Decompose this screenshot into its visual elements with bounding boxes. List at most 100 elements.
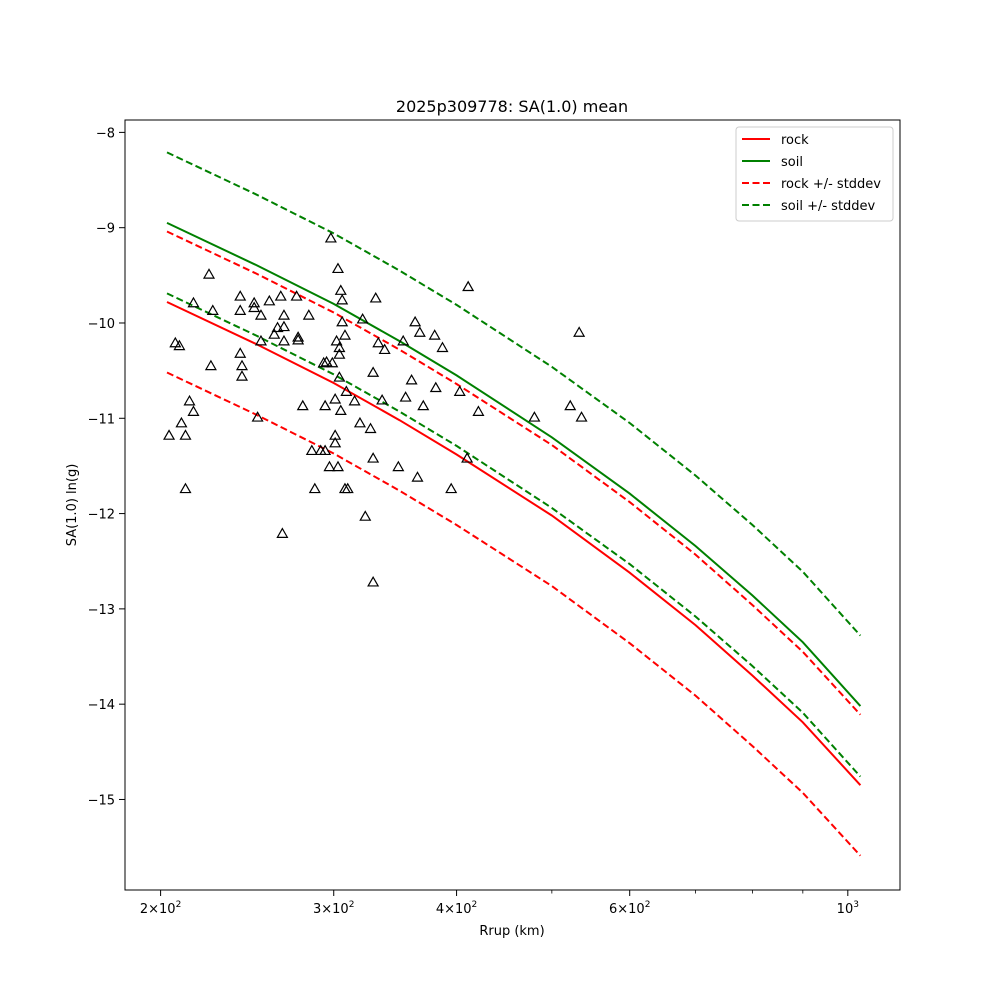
y-tick-label: −8 [96, 126, 115, 141]
data-point [317, 356, 330, 368]
legend-box [735, 126, 894, 222]
data-point [462, 280, 475, 292]
data-point [202, 268, 216, 279]
data-point [305, 444, 318, 456]
y-tick-label: −9 [96, 222, 115, 237]
data-point [324, 231, 337, 243]
data-point [364, 422, 377, 434]
data-point [173, 339, 186, 351]
data-point [204, 359, 217, 371]
data-point [331, 460, 345, 472]
data-point [392, 460, 405, 472]
data-point [326, 356, 339, 368]
data-point [336, 293, 349, 305]
y-tick-label: −13 [88, 603, 115, 618]
data-point [359, 510, 372, 521]
y-tick-label: −14 [88, 698, 115, 713]
legend-label: rock [781, 133, 809, 148]
data-point [234, 290, 247, 301]
data-point [334, 284, 347, 295]
data-point [341, 482, 354, 494]
data-point [248, 301, 261, 313]
axes-border [124, 119, 901, 891]
data-point [302, 309, 315, 320]
data-point [187, 405, 200, 416]
data-point [292, 333, 305, 345]
x-tick-label: 3×102 [313, 900, 354, 917]
data-point [429, 381, 442, 393]
x-tick-label: 103 [837, 900, 859, 917]
data-point [356, 312, 369, 324]
data-point [187, 296, 200, 308]
data-point [234, 347, 247, 358]
data-point [271, 321, 284, 333]
data-point [340, 385, 353, 396]
data-point [528, 411, 541, 422]
data-point [378, 343, 391, 355]
data-point [268, 328, 281, 339]
series-line-rock-stddev [166, 230, 862, 716]
data-point [235, 370, 249, 381]
data-point [235, 359, 249, 371]
legend-label: soil [781, 155, 803, 170]
data-point [338, 329, 352, 340]
data-point [367, 366, 380, 377]
data-point [417, 399, 430, 411]
x-tick-label: 6×102 [609, 900, 650, 917]
legend: rock soil rock +/- stddev soil +/- stddev [735, 126, 894, 222]
data-point [329, 436, 342, 448]
data-point [333, 348, 346, 359]
y-axis-label: SA(1.0) ln(g) [65, 464, 80, 547]
data-point [274, 290, 287, 301]
data-point [472, 405, 485, 416]
y-tick-label: −11 [88, 412, 115, 427]
data-point [367, 575, 380, 587]
series-line-soil [166, 221, 862, 707]
data-point [333, 341, 346, 353]
series-line-soil-stddev [166, 151, 862, 637]
data-point [334, 404, 347, 416]
data-point [175, 416, 188, 428]
data-point [353, 416, 366, 428]
data-point [376, 393, 389, 405]
data-point [179, 429, 192, 440]
data-point [251, 411, 264, 422]
data-point [436, 341, 449, 353]
data-point [367, 452, 380, 463]
data-point [277, 334, 291, 346]
x-tick-label: 2×102 [140, 900, 181, 917]
data-point [263, 294, 276, 306]
axes-frame [124, 119, 901, 891]
data-point [179, 482, 192, 494]
data-point [254, 334, 268, 346]
data-point [405, 373, 418, 385]
data-point [292, 331, 305, 342]
data-point [234, 304, 247, 315]
data-point [372, 336, 385, 348]
x-axis-label: Rrup (km) [479, 924, 544, 939]
data-point [320, 355, 333, 367]
data-point [369, 291, 382, 303]
series-line-rock [166, 301, 862, 786]
data-point [330, 334, 343, 346]
series-line-band-3 [166, 371, 862, 857]
data-point [319, 444, 332, 456]
data-point [296, 399, 309, 411]
data-point [428, 329, 441, 340]
data-point [276, 527, 289, 538]
data-point [206, 304, 219, 315]
data-point [413, 326, 426, 337]
data-point [573, 326, 586, 337]
y-tick-label: −10 [88, 317, 115, 332]
data-point [169, 336, 182, 348]
chart-title: 2025p309778: SA(1.0) mean [396, 97, 628, 116]
data-point [453, 385, 466, 396]
data-point [399, 391, 412, 402]
data-point [445, 482, 458, 494]
data-point [564, 399, 577, 411]
data-point [323, 460, 336, 472]
data-point [248, 296, 261, 308]
x-axis: 2×102 3×102 4×102 6×102 103 [140, 890, 859, 917]
